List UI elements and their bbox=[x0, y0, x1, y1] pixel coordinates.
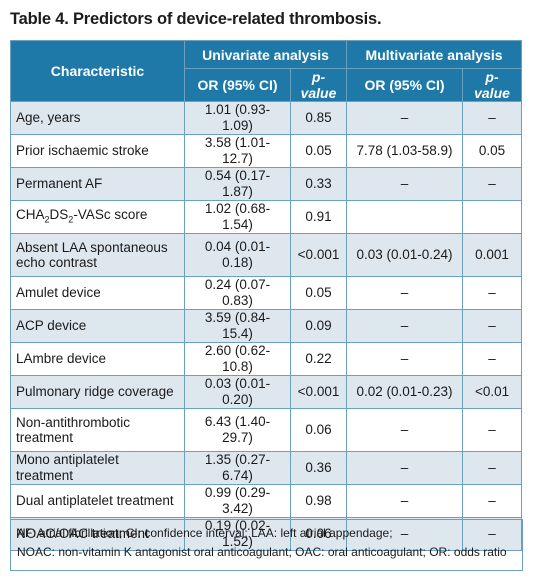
multi-p-cell: – bbox=[462, 451, 523, 485]
table-row: Age, years 1.01 (0.93-1.09) 0.85 – – bbox=[10, 101, 523, 135]
row-label: ACP device bbox=[10, 309, 185, 343]
multi-or-header: OR (95% CI) bbox=[346, 68, 464, 102]
uni-or-cell: 1.35 (0.27-6.74) bbox=[184, 451, 291, 485]
row-label: Permanent AF bbox=[10, 167, 185, 201]
table-row: Permanent AF 0.54 (0.17-1.87) 0.33 – – bbox=[10, 167, 523, 201]
multi-p-cell: – bbox=[462, 167, 523, 201]
multi-p-cell: – bbox=[462, 484, 523, 518]
multi-p-cell: <0.01 bbox=[462, 375, 523, 409]
multi-p-cell: – bbox=[462, 276, 523, 310]
uni-p-cell: 0.36 bbox=[289, 451, 348, 485]
multi-or-cell: – bbox=[346, 342, 464, 376]
row-label: CHA2DS2-VASc score bbox=[10, 200, 185, 234]
univariate-header: Univariate analysis bbox=[183, 40, 348, 69]
multi-or-cell: – bbox=[346, 517, 464, 551]
row-label: LAmbre device bbox=[10, 342, 185, 376]
multi-or-cell: – bbox=[346, 167, 464, 201]
uni-or-cell: 3.58 (1.01-12.7) bbox=[184, 134, 291, 168]
row-label: Mono antiplatelet treatment bbox=[10, 451, 185, 485]
uni-p-cell: 0.09 bbox=[289, 309, 348, 343]
table-title: Table 4. Predictors of device-related th… bbox=[10, 10, 382, 28]
table-row: Prior ischaemic stroke 3.58 (1.01-12.7) … bbox=[10, 134, 523, 168]
table-row: Pulmonary ridge coverage 0.03 (0.01-0.20… bbox=[10, 375, 523, 409]
uni-or-cell: 3.59 (0.84-15.4) bbox=[184, 309, 291, 343]
uni-p-cell: 0.06 bbox=[289, 408, 348, 452]
table-row: LAmbre device 2.60 (0.62-10.8) 0.22 – – bbox=[10, 342, 523, 376]
multi-or-cell: – bbox=[346, 484, 464, 518]
multi-p-cell: – bbox=[462, 342, 523, 376]
header-row-1: Characteristic Univariate analysis Multi… bbox=[10, 40, 523, 102]
row-label: Prior ischaemic stroke bbox=[10, 134, 185, 168]
uni-p-cell: 0.91 bbox=[289, 200, 348, 234]
multi-or-cell: – bbox=[346, 309, 464, 343]
uni-p-header: p-value bbox=[289, 68, 348, 102]
uni-p-cell: 0.85 bbox=[289, 101, 348, 135]
row-label: Age, years bbox=[10, 101, 185, 135]
multi-p-cell: – bbox=[462, 309, 523, 343]
table-row: Mono antiplatelet treatment 1.35 (0.27-6… bbox=[10, 451, 523, 485]
multi-or-cell bbox=[346, 200, 464, 234]
table-row: Absent LAA spontaneous echo contrast 0.04… bbox=[10, 233, 523, 277]
table-row: Amulet device 0.24 (0.07-0.83) 0.05 – – bbox=[10, 276, 523, 310]
multi-p-cell: – bbox=[462, 101, 523, 135]
multi-p-cell: 0.001 bbox=[462, 233, 523, 277]
uni-p-cell: 0.22 bbox=[289, 342, 348, 376]
table-row: Dual antiplatelet treatment 0.99 (0.29-3… bbox=[10, 484, 523, 518]
row-label: Amulet device bbox=[10, 276, 185, 310]
multi-p-cell: – bbox=[462, 517, 523, 551]
uni-or-cell: 0.99 (0.29-3.42) bbox=[184, 484, 291, 518]
uni-or-cell: 0.54 (0.17-1.87) bbox=[184, 167, 291, 201]
table-footnote: AF: atrial fibrillation; CI: confidence … bbox=[10, 519, 523, 571]
header-row-2: OR (95% CI) p-value OR (95% CI) p-value bbox=[11, 68, 523, 102]
footnote-line-1: AF: atrial fibrillation; CI: confidence … bbox=[17, 526, 393, 540]
multivariate-header: Multivariate analysis bbox=[346, 40, 523, 69]
uni-p-cell: 0.05 bbox=[289, 276, 348, 310]
multi-or-cell: 0.02 (0.01-0.23) bbox=[346, 375, 464, 409]
row-label: Dual antiplatelet treatment bbox=[10, 484, 185, 518]
uni-or-cell: 1.01 (0.93-1.09) bbox=[184, 101, 291, 135]
uni-or-cell: 0.04 (0.01-0.18) bbox=[184, 233, 291, 277]
multi-or-cell: – bbox=[346, 101, 464, 135]
uni-or-cell: 0.24 (0.07-0.83) bbox=[184, 276, 291, 310]
row-label: Absent LAA spontaneous echo contrast bbox=[10, 233, 185, 277]
table-row: CHA2DS2-VASc score 1.02 (0.68-1.54) 0.91 bbox=[10, 200, 523, 234]
row-label: Non-antithrombotic treatment bbox=[10, 408, 185, 452]
uni-or-cell: 0.19 (0.02-1.52) bbox=[184, 517, 291, 551]
multi-or-cell: – bbox=[346, 276, 464, 310]
row-label: NOAC/OAC treatment bbox=[10, 517, 185, 551]
uni-or-cell: 2.60 (0.62-10.8) bbox=[184, 342, 291, 376]
uni-p-cell: 0.33 bbox=[289, 167, 348, 201]
uni-or-cell: 0.03 (0.01-0.20) bbox=[184, 375, 291, 409]
multi-or-cell: – bbox=[346, 451, 464, 485]
uni-or-cell: 6.43 (1.40-29.7) bbox=[184, 408, 291, 452]
multi-or-cell: 7.78 (1.03-58.9) bbox=[346, 134, 464, 168]
uni-p-cell: <0.001 bbox=[289, 233, 348, 277]
row-label: Pulmonary ridge coverage bbox=[10, 375, 185, 409]
multi-or-cell: – bbox=[346, 408, 464, 452]
characteristic-header: Characteristic bbox=[10, 40, 185, 102]
uni-p-cell: <0.001 bbox=[289, 375, 348, 409]
multi-p-cell bbox=[462, 200, 523, 234]
multi-p-cell: 0.05 bbox=[462, 134, 523, 168]
uni-p-cell: 0.98 bbox=[289, 484, 348, 518]
uni-p-cell: 0.06 bbox=[289, 517, 348, 551]
uni-or-header: OR (95% CI) bbox=[184, 68, 291, 102]
multi-p-header: p-value bbox=[462, 68, 523, 102]
uni-p-cell: 0.05 bbox=[289, 134, 348, 168]
table-row: ACP device 3.59 (0.84-15.4) 0.09 – – bbox=[10, 309, 523, 343]
multi-or-cell: 0.03 (0.01-0.24) bbox=[346, 233, 464, 277]
predictors-table: Characteristic Univariate analysis Multi… bbox=[10, 40, 523, 551]
footnote-line-2: NOAC: non-vitamin K antagonist oral anti… bbox=[17, 545, 507, 559]
table-row: Non-antithrombotic treatment 6.43 (1.40-2… bbox=[10, 408, 523, 452]
table-row: NOAC/OAC treatment 0.19 (0.02-1.52) 0.06… bbox=[10, 517, 523, 551]
uni-or-cell: 1.02 (0.68-1.54) bbox=[184, 200, 291, 234]
multi-p-cell: – bbox=[462, 408, 523, 452]
